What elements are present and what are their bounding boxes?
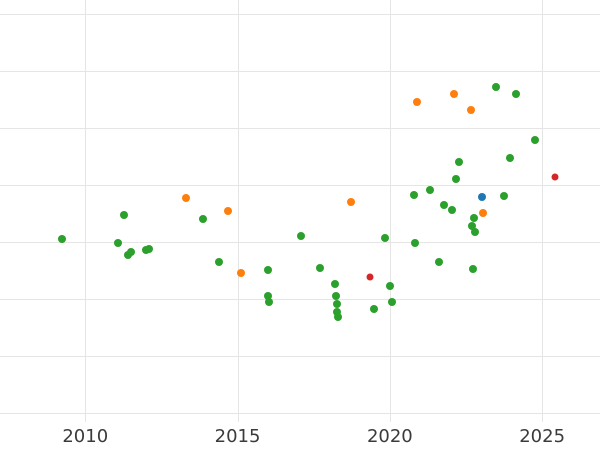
gridline-horizontal [0, 13, 600, 15]
data-point-green [380, 234, 389, 243]
gridline-horizontal [0, 241, 600, 243]
gridline-vertical [237, 0, 239, 422]
data-point-green [315, 263, 324, 272]
data-point-red [366, 273, 374, 281]
data-point-green [296, 231, 305, 240]
data-point-orange [450, 90, 459, 99]
data-point-green [471, 227, 480, 236]
gridline-horizontal [0, 356, 600, 358]
data-point-green [440, 200, 449, 209]
gridline-vertical [542, 0, 544, 422]
x-tick-label: 2025 [519, 426, 566, 447]
data-point-green [333, 313, 342, 322]
data-point-green [214, 258, 223, 267]
data-point-green [410, 239, 419, 248]
plot-area [0, 0, 600, 422]
data-point-green [58, 234, 67, 243]
data-point-green [127, 247, 136, 256]
data-point-orange [467, 106, 476, 114]
data-point-blue [478, 192, 487, 201]
data-point-green [264, 297, 273, 306]
x-axis: 2010 2015 2020 2025 [0, 424, 600, 450]
data-point-green [114, 239, 123, 248]
data-point-green [387, 297, 396, 306]
data-point-orange [412, 98, 421, 107]
data-point-orange [346, 197, 355, 206]
gridline-horizontal [0, 128, 600, 130]
data-point-green [468, 221, 477, 230]
data-point-green [469, 264, 478, 273]
x-tick-label: 2010 [62, 426, 109, 447]
data-point-green [531, 135, 540, 144]
data-point-green [331, 292, 340, 301]
data-point-orange [236, 268, 245, 277]
data-point-green [492, 82, 501, 91]
gridline-vertical [85, 0, 87, 422]
gridline-horizontal [0, 298, 600, 300]
data-point-green [470, 213, 479, 222]
data-point-green [409, 190, 418, 199]
data-point-green [263, 265, 272, 274]
data-point-green [506, 153, 515, 162]
data-point-green [145, 245, 154, 253]
data-point-green [448, 205, 457, 214]
data-point-green [435, 258, 444, 267]
data-point-green [120, 210, 129, 219]
data-point-green [500, 192, 509, 201]
data-point-green [332, 300, 341, 308]
data-point-green [426, 185, 435, 194]
gridline-vertical [389, 0, 391, 422]
x-tick-label: 2020 [366, 426, 413, 447]
data-point-green [512, 90, 521, 99]
data-point-green [263, 292, 272, 301]
gridline-horizontal [0, 70, 600, 72]
gridline-horizontal [0, 184, 600, 186]
x-tick-label: 2015 [214, 426, 261, 447]
data-point-green [369, 305, 378, 314]
data-point-green [332, 307, 341, 316]
data-point-green [385, 281, 394, 290]
data-point-orange [223, 206, 232, 215]
data-point-orange [479, 208, 488, 217]
data-point-green [199, 214, 208, 223]
gridline-horizontal [0, 412, 600, 414]
data-point-red [551, 173, 559, 181]
data-point-orange [182, 193, 191, 202]
data-point-green [455, 158, 464, 167]
data-point-green [452, 174, 461, 183]
data-point-green [330, 279, 339, 288]
